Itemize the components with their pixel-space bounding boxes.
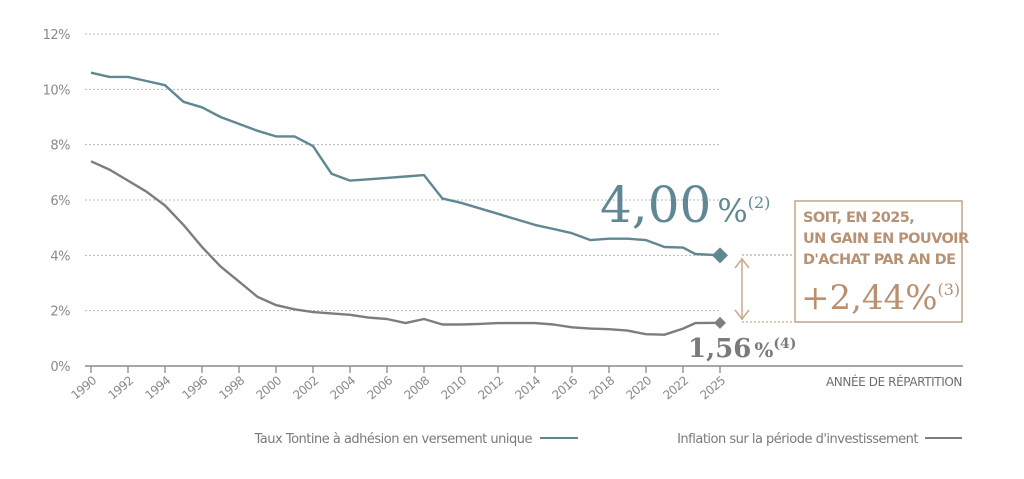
- x-tick-label: 2022: [660, 374, 691, 403]
- gain-box-line-1: SOIT, EN 2025,: [803, 210, 914, 226]
- gain-box-value-note: (3): [938, 280, 961, 299]
- legend-label-inflation: Inflation sur la période d'investissemen…: [677, 432, 918, 447]
- gain-box-border: [794, 200, 963, 323]
- x-tick-label: 1996: [179, 374, 210, 403]
- gain-reference: [734, 254, 792, 323]
- inflation-value-number: 1,56: [688, 334, 751, 364]
- x-tick-label: 2000: [253, 374, 284, 403]
- inflation-end-marker: [714, 316, 726, 329]
- x-axis-label: ANNÉE DE RÉPARTITION: [826, 374, 962, 389]
- x-tick-label: 1992: [105, 374, 136, 403]
- gain-box: SOIT, EN 2025, UN GAIN EN POUVOIR D'ACHA…: [794, 200, 970, 323]
- gain-arrow-head-up: [734, 257, 750, 269]
- y-axis-ticks: 0% 2% 4% 6% 8% 10% 12%: [43, 28, 71, 375]
- gain-box-value-number: +2,44%: [801, 278, 938, 318]
- gain-box-line-3: D'ACHAT PAR AN DE: [803, 252, 955, 268]
- x-tick-label: 2012: [475, 374, 506, 403]
- legend-label-tontine: Taux Tontine à adhésion en versement uni…: [254, 432, 533, 447]
- gridlines: [85, 33, 720, 312]
- tontine-value-annotation: 4,00 %(2): [600, 176, 770, 234]
- tontine-value-number: 4,00: [600, 176, 711, 234]
- x-tick-label: 2006: [364, 374, 395, 403]
- x-tick-label: 2002: [290, 374, 321, 403]
- x-tick-label: 2010: [438, 374, 469, 403]
- inflation-value-annotation: 1,56 %(4): [688, 334, 796, 364]
- x-tick-label: 1994: [142, 374, 173, 403]
- x-tick-label: 2014: [512, 374, 543, 403]
- y-tick-label: 12%: [43, 28, 71, 43]
- x-tick-label: 2008: [401, 374, 432, 403]
- series-line-inflation: [90, 160, 721, 336]
- x-tick-label: 1998: [216, 374, 247, 403]
- x-tick-label: 2004: [327, 374, 358, 403]
- x-tick-label: 2025: [697, 374, 728, 403]
- tontine-end-marker: [712, 247, 728, 264]
- series-line-tontine: [90, 71, 721, 257]
- gain-box-line-2: UN GAIN EN POUVOIR: [803, 231, 969, 247]
- series-group: [90, 71, 728, 336]
- y-tick-label: 2%: [50, 305, 70, 320]
- x-axis-ticks: 1990 1992 1994 1996 1998 2000 2002 2004 2006 2008…: [68, 366, 728, 402]
- inflation-value-unit: %: [754, 338, 773, 362]
- legend: Taux Tontine à adhésion en versement uni…: [254, 432, 962, 447]
- inflation-value-note: (4): [773, 336, 796, 352]
- tontine-value-unit: %: [717, 192, 747, 230]
- y-tick-label: 0%: [50, 360, 70, 375]
- y-tick-label: 6%: [50, 194, 70, 209]
- x-tick-label: 2016: [549, 374, 580, 403]
- tontine-value-note: (2): [748, 193, 771, 212]
- y-tick-label: 10%: [43, 83, 71, 98]
- gain-arrow-head-down: [734, 309, 750, 321]
- x-tick-label: 2020: [623, 374, 654, 403]
- y-tick-label: 8%: [50, 139, 70, 154]
- x-tick-label: 2018: [586, 374, 617, 403]
- gain-box-value: +2,44%(3): [801, 278, 960, 318]
- x-tick-label: 1990: [68, 374, 99, 403]
- y-tick-label: 4%: [50, 249, 70, 264]
